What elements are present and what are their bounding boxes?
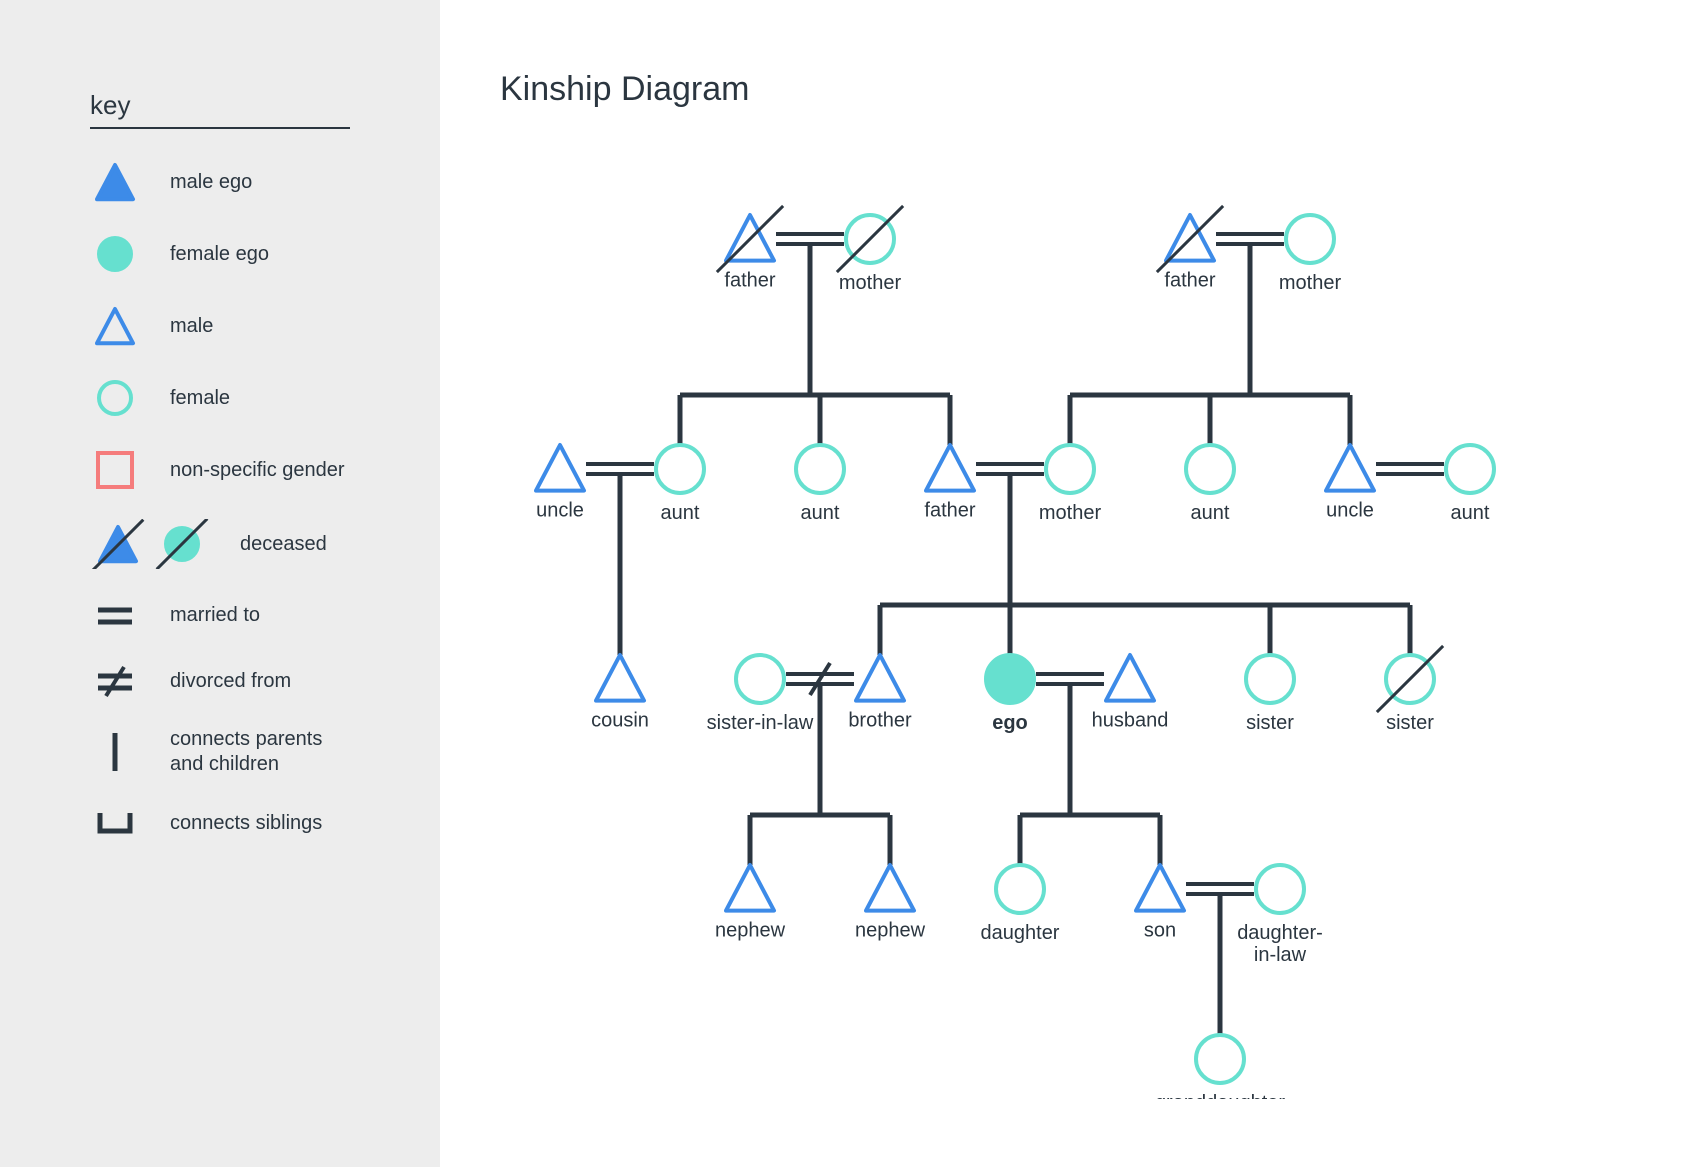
node-label: daughter- <box>1237 922 1323 944</box>
node-label: sister-in-law <box>707 712 814 734</box>
node-label: uncle <box>536 500 584 522</box>
node-label: mother <box>1039 502 1102 524</box>
node-mgm: mother <box>1279 215 1342 294</box>
node-aunt3: aunt <box>1186 445 1234 524</box>
node-sil: sister-in-law <box>707 655 814 734</box>
node-father: father <box>924 445 975 522</box>
node-label: in-law <box>1254 944 1307 966</box>
key-item-label: connects siblings <box>170 811 322 836</box>
siblings-icon <box>90 803 170 843</box>
female-icon <box>90 375 170 421</box>
key-item-deceased: deceased <box>90 519 390 569</box>
key-item-male-ego: male ego <box>90 159 390 205</box>
married-icon <box>90 595 170 635</box>
key-item-label: connects parentsand children <box>170 727 322 777</box>
diagram-title: Kinship Diagram <box>500 70 1655 109</box>
female-ego-icon <box>90 231 170 277</box>
node-label: son <box>1144 920 1176 942</box>
key-item-nonspecific: non-specific gender <box>90 447 390 493</box>
key-item-male: male <box>90 303 390 349</box>
node-label: cousin <box>591 710 649 732</box>
node-label: nephew <box>855 920 926 942</box>
node-ego: ego <box>986 655 1034 734</box>
nonspecific-icon <box>90 447 170 493</box>
node-son: son <box>1136 865 1184 942</box>
parent-child-icon <box>90 727 170 777</box>
node-label: daughter <box>981 922 1060 944</box>
node-pgf: father <box>717 206 783 292</box>
male-icon <box>90 303 170 349</box>
node-pgm: mother <box>837 206 903 294</box>
male-ego-icon <box>90 159 170 205</box>
node-label: husband <box>1092 710 1169 732</box>
key-item-label: deceased <box>240 532 327 557</box>
node-mother: mother <box>1039 445 1102 524</box>
node-label: ego <box>992 712 1028 734</box>
key-sidebar: key male ego female ego male female non-spec… <box>0 0 440 1167</box>
node-label: aunt <box>801 502 840 524</box>
node-aunt1: aunt <box>656 445 704 524</box>
key-item-female: female <box>90 375 390 421</box>
node-label: sister <box>1246 712 1294 734</box>
node-label: uncle <box>1326 500 1374 522</box>
node-uncle1: uncle <box>536 445 584 522</box>
kinship-diagram: father mother father mother uncle aunt aunt fat… <box>500 139 1655 1099</box>
node-label: father <box>924 500 975 522</box>
node-aunt2: aunt <box>796 445 844 524</box>
key-item-siblings: connects siblings <box>90 803 390 843</box>
key-item-divorced: divorced from <box>90 661 390 701</box>
node-husband: husband <box>1092 655 1169 732</box>
node-label: brother <box>848 710 912 732</box>
key-item-parent-child: connects parentsand children <box>90 727 390 777</box>
node-mgf: father <box>1157 206 1223 292</box>
key-item-label: non-specific gender <box>170 458 345 483</box>
key-item-label: female ego <box>170 242 269 267</box>
node-daughter: daughter <box>981 865 1060 944</box>
node-uncle2: uncle <box>1326 445 1374 522</box>
node-label: mother <box>1279 272 1342 294</box>
node-label: sister <box>1386 712 1434 734</box>
key-list: male ego female ego male female non-specific… <box>90 159 390 843</box>
node-label: aunt <box>1191 502 1230 524</box>
node-cousin: cousin <box>591 655 649 732</box>
node-label: father <box>724 270 775 292</box>
node-brother: brother <box>848 655 912 732</box>
node-grand: granddaughter <box>1155 1035 1285 1099</box>
node-label: mother <box>839 272 902 294</box>
node-label: father <box>1164 270 1215 292</box>
key-item-label: male ego <box>170 170 252 195</box>
node-label: aunt <box>661 502 700 524</box>
node-nephew2: nephew <box>855 865 926 942</box>
key-item-label: married to <box>170 603 260 628</box>
node-nephew1: nephew <box>715 865 786 942</box>
key-heading: key <box>90 90 350 129</box>
key-item-label: divorced from <box>170 669 291 694</box>
node-aunt4: aunt <box>1446 445 1494 524</box>
node-sister2: sister <box>1377 646 1443 734</box>
deceased-icon <box>90 519 240 569</box>
node-label: nephew <box>715 920 786 942</box>
divorced-icon <box>90 661 170 701</box>
key-item-label: female <box>170 386 230 411</box>
node-label: aunt <box>1451 502 1490 524</box>
node-sister1: sister <box>1246 655 1294 734</box>
page: key male ego female ego male female non-spec… <box>0 0 1695 1167</box>
main-area: Kinship Diagram father mother father mother… <box>440 0 1695 1167</box>
node-dil: daughter-in-law <box>1237 865 1323 966</box>
key-item-married: married to <box>90 595 390 635</box>
node-label: granddaughter <box>1155 1092 1285 1099</box>
key-item-label: male <box>170 314 213 339</box>
diagram-svg: father mother father mother uncle aunt aunt fat… <box>500 139 1620 1099</box>
key-item-female-ego: female ego <box>90 231 390 277</box>
